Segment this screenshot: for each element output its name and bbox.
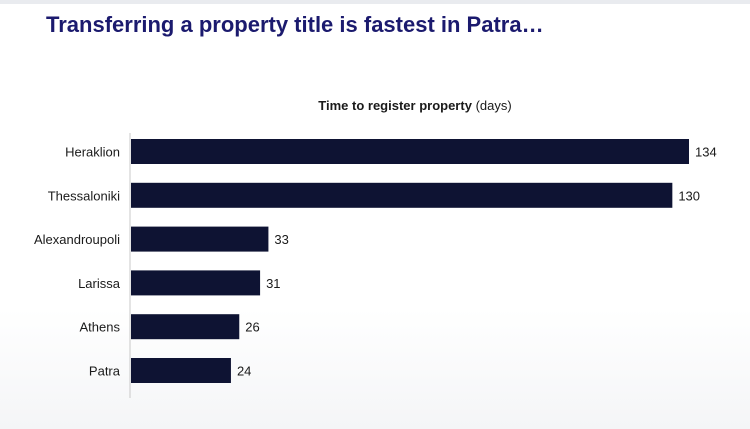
value-label-athens: 26 [245, 320, 259, 335]
bars-group: Heraklion 134 Thessaloniki 130 Alexandroupol… [34, 139, 717, 383]
category-label-athens: Athens [80, 320, 121, 335]
value-label-alexandroupoli: 33 [274, 232, 288, 247]
bar-athens [131, 314, 240, 340]
value-label-thessaloniki: 130 [678, 188, 700, 203]
bar-larissa [131, 270, 261, 296]
value-label-heraklion: 134 [695, 145, 717, 160]
bar-thessaloniki [131, 182, 673, 208]
bar-alexandroupoli [131, 226, 269, 252]
chart-title: Time to register property (days) [130, 98, 700, 113]
bar-patra [131, 358, 231, 383]
bar-heraklion [131, 139, 689, 164]
chart-title-text: Time to register property [318, 98, 472, 113]
category-label-patra: Patra [89, 364, 121, 379]
slide-title: Transferring a property title is fastest… [46, 12, 544, 37]
value-label-patra: 24 [237, 364, 251, 379]
category-label-alexandroupoli: Alexandroupoli [34, 232, 120, 247]
category-label-thessaloniki: Thessaloniki [48, 188, 120, 203]
chart-title-unit: (days) [475, 98, 512, 113]
value-label-larissa: 31 [266, 276, 280, 291]
top-rule [0, 0, 750, 4]
category-label-heraklion: Heraklion [65, 145, 120, 160]
category-label-larissa: Larissa [78, 276, 121, 291]
